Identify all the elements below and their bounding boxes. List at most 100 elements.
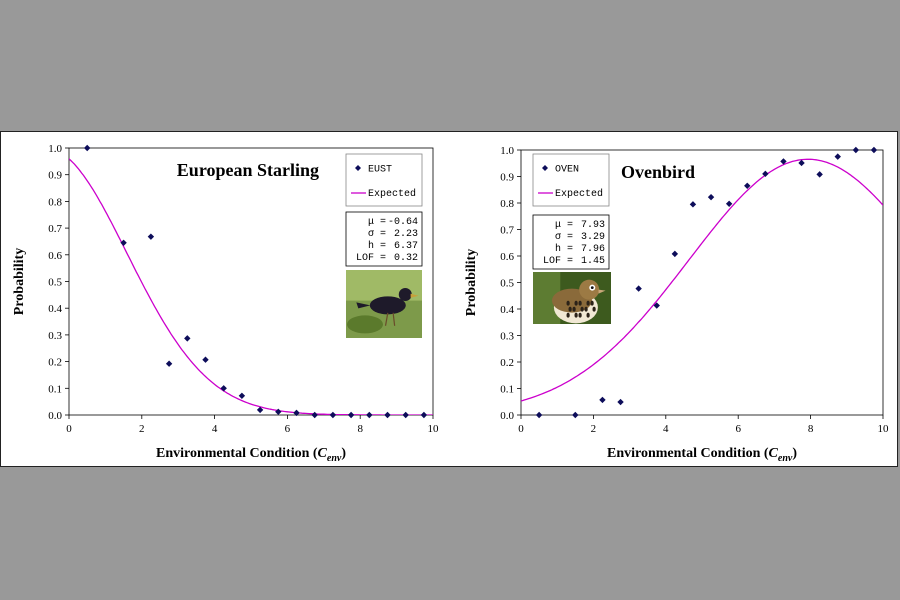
legend-line-label: Expected	[555, 188, 603, 200]
data-point	[275, 408, 282, 415]
data-point	[572, 411, 579, 419]
y-tick-label: 0.9	[500, 172, 514, 184]
data-point	[402, 411, 409, 419]
y-tick-label: 0.5	[500, 278, 514, 290]
bird-beak	[410, 293, 419, 298]
data-point	[870, 146, 878, 154]
x-tick-label: 0	[66, 423, 72, 435]
stats-value: 0.32	[394, 253, 418, 264]
x-tick-label: 10	[428, 423, 440, 435]
chart-title: European Starling	[177, 160, 319, 180]
data-point	[798, 159, 805, 167]
bird-breast-spot	[584, 306, 588, 312]
data-point	[834, 153, 841, 160]
chart-title: Ovenbird	[621, 162, 695, 182]
y-tick-label: 1.0	[48, 143, 62, 155]
bird-breast-spot	[566, 300, 570, 306]
x-tick-label: 6	[285, 423, 291, 435]
data-point	[256, 406, 264, 414]
data-point	[120, 239, 127, 246]
stats-label: h =	[368, 240, 386, 252]
stats-label: LOF =	[356, 253, 386, 264]
bird-breast-spot	[574, 312, 578, 318]
legend-box	[532, 153, 610, 207]
data-point	[347, 411, 355, 419]
x-tick-label: 4	[663, 423, 669, 435]
y-tick-label: 0.8	[48, 196, 62, 208]
stats-label: σ =	[555, 232, 573, 243]
bird-tail	[356, 302, 371, 309]
stats-label: h =	[555, 243, 573, 255]
data-point	[671, 250, 679, 258]
x-tick-label: 4	[212, 423, 218, 435]
photo-grass	[347, 315, 383, 334]
y-tick-label: 0.8	[500, 198, 514, 210]
y-tick-label: 1.0	[500, 145, 514, 157]
data-point	[780, 158, 787, 165]
data-point	[147, 233, 155, 240]
chart-0: 0.0 0.1 0.2 0.3 0.4 0.5 0.6 0.7 0.8 0.9 1.0 0 2 4 6 8 10…	[12, 143, 439, 464]
y-axis-label: Probability	[464, 249, 479, 316]
bird-breast-spot	[578, 300, 582, 306]
y-tick-label: 0.0	[500, 410, 514, 422]
bird-breast-spot	[578, 312, 582, 318]
bird-breast-spot	[592, 306, 596, 312]
y-tick-label: 0.3	[500, 331, 514, 343]
stats-value: 6.37	[394, 241, 418, 252]
stats-value: 2.23	[394, 229, 418, 240]
bird-breast-spot	[574, 300, 578, 306]
data-point	[420, 411, 428, 419]
stats-value: 7.93	[581, 220, 605, 231]
x-tick-label: 8	[357, 423, 363, 435]
data-point	[329, 411, 337, 419]
bird-breast-spot	[586, 300, 590, 306]
y-tick-label: 0.7	[500, 225, 514, 237]
stats-value: 7.96	[581, 244, 605, 255]
data-point	[762, 170, 769, 178]
bird-body	[369, 296, 406, 315]
stats-value: 1.45	[581, 256, 605, 267]
x-tick-label: 2	[591, 423, 597, 435]
x-tick-label: 0	[518, 423, 524, 435]
data-point	[384, 411, 391, 419]
bird-beak	[598, 289, 606, 294]
data-point	[165, 360, 173, 367]
y-tick-label: 0.4	[500, 304, 514, 316]
data-point	[689, 201, 697, 208]
ovenbird-photo	[533, 272, 611, 324]
stats-label: μ =	[555, 220, 573, 231]
stats-label: LOF =	[543, 256, 573, 267]
data-point	[599, 396, 606, 404]
figure-panel: 0.0 0.1 0.2 0.3 0.4 0.5 0.6 0.7 0.8 0.9 1.0 0 2 4 6 8 10…	[0, 131, 898, 467]
data-point	[707, 193, 715, 201]
data-point	[311, 411, 318, 419]
legend-point-marker	[355, 165, 361, 171]
bird-breast-spot	[566, 312, 570, 318]
stats-box	[532, 214, 610, 270]
data-point	[816, 171, 823, 178]
data-point	[725, 200, 733, 207]
data-point	[202, 356, 209, 363]
bird-leg	[384, 312, 389, 326]
data-point	[617, 398, 624, 406]
x-tick-label: 8	[808, 423, 814, 435]
y-tick-label: 0.2	[500, 357, 514, 369]
x-tick-label: 2	[139, 423, 145, 435]
data-point	[220, 385, 227, 392]
bird-breast-spot	[586, 312, 590, 318]
y-tick-label: 0.3	[48, 330, 62, 342]
data-point	[366, 411, 373, 419]
chart-1: 0.0 0.1 0.2 0.3 0.4 0.5 0.6 0.7 0.8 0.9 1.0 0 2 4 6 8 10…	[464, 145, 889, 464]
y-tick-label: 0.9	[48, 170, 62, 182]
stats-label: σ =	[368, 229, 386, 240]
bird-head	[398, 287, 412, 301]
data-point	[238, 392, 246, 399]
y-tick-label: 0.1	[48, 383, 62, 395]
legend-points-label: EUST	[368, 165, 392, 176]
data-point	[744, 182, 751, 189]
data-point	[535, 411, 543, 419]
y-tick-label: 0.4	[48, 303, 62, 315]
y-tick-label: 0.0	[48, 410, 62, 422]
y-tick-label: 0.6	[48, 250, 62, 262]
data-point	[653, 302, 660, 309]
